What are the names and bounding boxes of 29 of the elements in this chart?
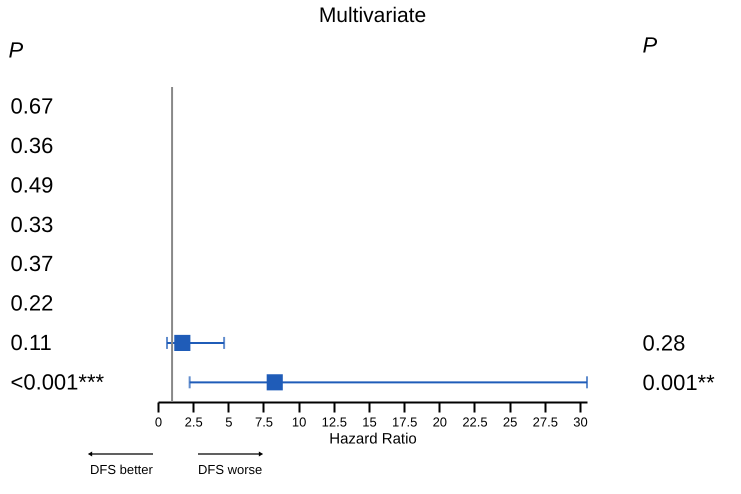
x-tick-label: 25 (502, 414, 518, 430)
x-axis-title: Hazard Ratio (329, 430, 417, 448)
text: DFS worse (198, 462, 262, 477)
y-tick-label: 0.33 (10, 212, 54, 237)
y-tick-label: 0.11 (10, 330, 52, 355)
y2-tick-label: 0.28 (642, 330, 686, 356)
y-tick-label: 0.49 (10, 172, 54, 198)
x-tick-label: 20 (432, 414, 448, 430)
x-tick-label: 5 (225, 414, 232, 430)
chart-title: Multivariate (318, 4, 426, 27)
x-tick-label: 27.5 (532, 414, 558, 430)
x-tick-label: 2.5 (184, 414, 203, 430)
y-tick-label: 0.36 (10, 133, 54, 158)
x-tick-label: 17.5 (392, 414, 418, 430)
y-tick-label: 0.22 (10, 290, 54, 316)
x-tick-label: 30 (573, 414, 588, 430)
x-tick-label: 10 (292, 414, 306, 430)
y-axis-title: P (8, 38, 24, 62)
x-tick-label: 0 (154, 414, 162, 430)
x-tick-label: 15 (362, 414, 377, 430)
y2-axis-title: P (642, 32, 658, 58)
x-tick-label: 22.5 (462, 414, 488, 430)
x-tick-label: 12.5 (322, 414, 347, 430)
x-tick-label: 7.5 (254, 414, 274, 430)
y2-tick-label: 0.001** (642, 370, 716, 395)
y-tick-label: 0.67 (10, 94, 54, 119)
y-tick-label: 0.37 (10, 251, 54, 276)
text: DFS better (90, 462, 154, 477)
y-tick-label: <0.001*** (10, 369, 105, 394)
